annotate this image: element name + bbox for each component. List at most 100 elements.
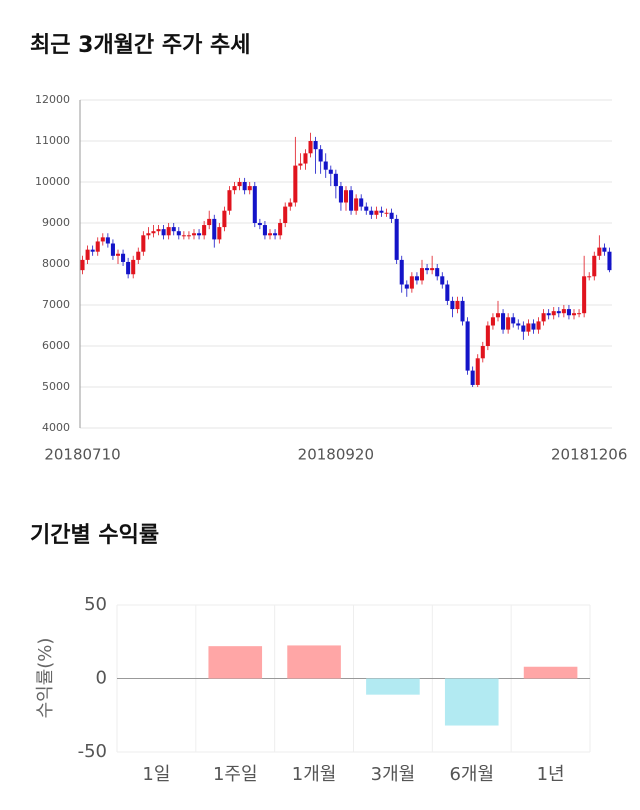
candle-body <box>126 261 131 275</box>
candle-body <box>455 300 460 310</box>
candle-body <box>176 231 181 236</box>
y-tick-label: 6000 <box>42 339 70 352</box>
candle-body <box>511 317 516 324</box>
y-tick-label: -50 <box>78 741 107 762</box>
candle-body <box>288 202 293 207</box>
candle-body <box>379 210 384 213</box>
candle-body <box>227 190 232 211</box>
candle-body <box>571 313 577 316</box>
candle-body <box>409 276 414 289</box>
bar <box>523 666 578 679</box>
candle-body <box>394 218 399 260</box>
candle-body <box>293 165 298 203</box>
candle-body <box>323 161 328 170</box>
candle-body <box>247 186 252 191</box>
candle-body <box>597 247 602 256</box>
candle-body <box>495 313 501 318</box>
bar <box>208 646 263 679</box>
candle-body <box>460 300 465 322</box>
candle-body <box>278 223 283 236</box>
x-tick-label: 20180710 <box>44 446 120 464</box>
candle-body <box>384 212 389 214</box>
candle-body <box>242 182 247 191</box>
candle-body <box>475 358 480 385</box>
candle-body <box>506 317 511 330</box>
y-tick-label: 4000 <box>42 421 70 434</box>
x-tick-label: 20180920 <box>298 446 374 464</box>
candle-body <box>186 235 191 237</box>
candle-body <box>414 276 419 281</box>
candle-body <box>191 233 197 236</box>
candle-body <box>531 323 536 330</box>
candle-body <box>262 225 267 236</box>
candle-body <box>146 233 151 236</box>
y-tick-label: 5000 <box>42 380 70 393</box>
candle-body <box>566 309 571 316</box>
candle-body <box>561 309 566 314</box>
candle-body <box>136 251 141 260</box>
candle-body <box>440 276 445 285</box>
candle-body <box>298 163 303 166</box>
y-tick-label: 0 <box>96 668 107 689</box>
candle-body <box>212 218 217 240</box>
bar <box>444 678 499 726</box>
y-axis-label: 수익률(%) <box>35 638 56 719</box>
candle-body <box>166 227 171 236</box>
candle-body <box>151 231 156 234</box>
y-tick-label: 8000 <box>42 257 70 270</box>
candle-body <box>237 182 242 187</box>
y-tick-label: 9000 <box>42 216 70 229</box>
candle-body <box>389 212 394 219</box>
candle-body <box>526 323 531 332</box>
candle-body <box>222 210 227 228</box>
candle-body <box>318 149 323 162</box>
candle-body <box>521 325 526 332</box>
candle-body <box>364 206 369 211</box>
chart-title: 기간별 수익률 <box>30 523 159 548</box>
candle-body <box>485 325 490 346</box>
candle-body <box>283 206 288 223</box>
candle-body <box>450 300 455 310</box>
y-tick-label: 12000 <box>35 93 70 106</box>
candle-body <box>131 259 136 275</box>
candle-body <box>338 186 343 203</box>
candle-body <box>577 313 582 315</box>
bar <box>287 645 341 679</box>
candle-body <box>541 313 546 322</box>
candle-body <box>404 284 409 289</box>
candle-body <box>273 233 278 236</box>
candle-body <box>343 190 349 203</box>
candle-body <box>536 321 541 330</box>
candle-body <box>425 268 430 271</box>
chart-title: 최근 3개월간 주가 추세 <box>30 33 250 58</box>
y-tick-label: 50 <box>84 594 107 615</box>
y-tick-label: 10000 <box>35 175 70 188</box>
candle-body <box>171 227 176 232</box>
candle-body <box>181 235 186 237</box>
x-tick-label: 20181206 <box>551 446 627 464</box>
candle-body <box>328 169 333 174</box>
x-tick-label: 6개월 <box>449 764 494 785</box>
candle-body <box>435 268 440 277</box>
bar <box>366 678 420 695</box>
candle-body <box>217 227 222 240</box>
candle-body <box>349 190 354 211</box>
candle-body <box>546 313 551 316</box>
candle-body <box>257 223 262 226</box>
candle-body <box>121 253 126 262</box>
candle-body <box>374 210 379 215</box>
candle-body <box>252 186 257 223</box>
x-tick-label: 1주일 <box>213 764 258 785</box>
candle-body <box>607 251 612 271</box>
candle-body <box>430 268 435 271</box>
candle-body <box>602 247 607 252</box>
candle-body <box>207 218 212 226</box>
candle-body <box>419 268 425 281</box>
candle-body <box>551 311 556 316</box>
candle-body <box>445 284 450 301</box>
y-tick-label: 11000 <box>35 134 70 147</box>
candle-body <box>232 186 237 191</box>
candle-body <box>501 313 506 330</box>
candle-body <box>110 243 115 256</box>
